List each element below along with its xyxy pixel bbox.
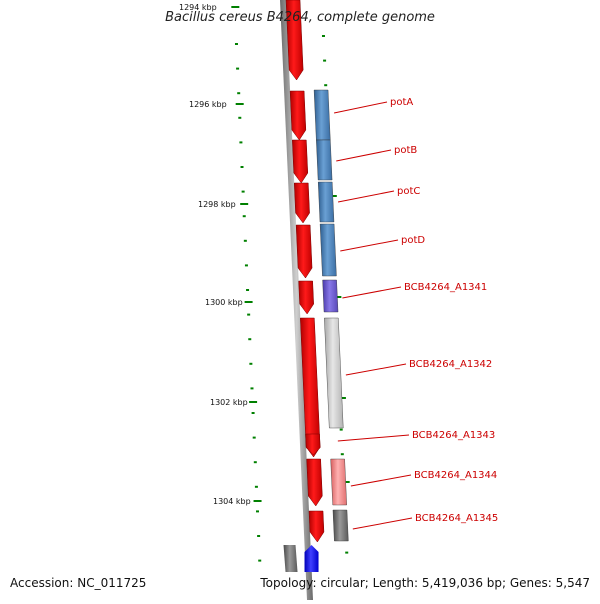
gene-feature-potC[interactable] [317, 181, 335, 223]
gene-arrow[interactable] [298, 280, 314, 315]
gene-label[interactable]: BCB4264_A1342 [409, 359, 492, 370]
gene-label-leader [337, 190, 395, 203]
kbp-label-layer: 1294 kbp 1296 kbp 1298 kbp 1300 kbp 1302 kbp… [179, 3, 251, 506]
gene-feature-BCB4264_A1344[interactable] [330, 458, 347, 506]
gene-arrow[interactable] [295, 224, 313, 279]
gene-label-leader [342, 286, 402, 299]
gene-feature-BCB4264_A1341[interactable] [322, 279, 339, 313]
gene-arrow[interactable] [306, 458, 323, 507]
gene-feature-lower-blue[interactable] [304, 545, 319, 572]
gene-arrow[interactable] [285, 0, 304, 81]
gene-feature-potA[interactable] [313, 89, 331, 141]
map-title: Bacillus cereus B4264, complete genome [165, 10, 435, 25]
gene-label[interactable]: BCB4264_A1345 [415, 513, 498, 524]
gene-label-leader [333, 101, 388, 114]
kbp-label: 1300 kbp [205, 298, 243, 307]
gene-layer[interactable] [283, 0, 349, 572]
gene-arrow[interactable] [289, 90, 307, 141]
topology-text: Topology: circular; Length: 5,419,036 bp… [260, 576, 590, 590]
genome-backbone [280, 0, 313, 600]
kbp-label: 1298 kbp [198, 200, 236, 209]
gene-feature-lower-gray[interactable] [283, 545, 298, 572]
kbp-label: 1294 kbp [179, 3, 217, 12]
gene-label-leader [337, 434, 410, 442]
gene-label-leader [340, 239, 399, 252]
kbp-label: 1296 kbp [189, 100, 227, 109]
kbp-label: 1304 kbp [213, 497, 251, 506]
gene-label-layer[interactable]: potA potB potC potD BCB4264_A1341 BCB4264_A13… [333, 97, 498, 530]
gene-arrow[interactable] [300, 317, 321, 458]
gene-label[interactable]: potB [394, 145, 417, 156]
gene-arrow[interactable] [305, 433, 321, 456]
gene-feature-BCB4264_A1345[interactable] [332, 509, 349, 542]
gene-label-leader [336, 149, 392, 162]
gene-label[interactable]: potA [390, 97, 413, 108]
gene-label[interactable]: potD [401, 235, 425, 246]
accession-text: Accession: NC_011725 [10, 576, 147, 590]
gene-label[interactable]: BCB4264_A1341 [404, 282, 487, 293]
gene-label[interactable]: potC [397, 186, 420, 197]
gene-feature-potB[interactable] [316, 139, 333, 181]
backbone-layer [280, 0, 313, 600]
gene-label[interactable]: BCB4264_A1344 [414, 470, 497, 481]
gene-feature-potD[interactable] [319, 223, 337, 277]
gene-label-leader [345, 363, 407, 376]
gene-label[interactable]: BCB4264_A1343 [412, 430, 495, 441]
gene-feature-BCB4264_A1342[interactable] [324, 317, 344, 429]
gene-arrow[interactable] [293, 182, 310, 224]
gene-arrow[interactable] [292, 139, 309, 184]
kbp-label: 1302 kbp [210, 398, 248, 407]
gene-label-leader [352, 517, 413, 530]
gene-arrow[interactable] [308, 510, 325, 543]
gene-label-leader [350, 474, 412, 487]
